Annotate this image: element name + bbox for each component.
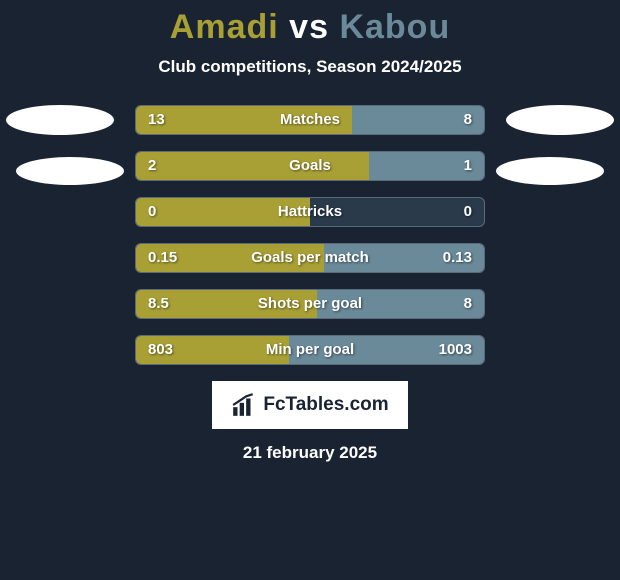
logo-text: FcTables.com: [263, 394, 388, 416]
date-text: 21 february 2025: [0, 443, 620, 463]
stat-label: Goals per match: [136, 244, 484, 272]
comparison-card: Amadi vs Kabou Club competitions, Season…: [0, 0, 620, 463]
subtitle: Club competitions, Season 2024/2025: [0, 57, 620, 77]
player1-badge-top: [6, 105, 114, 135]
player2-badge-bottom: [496, 157, 604, 185]
chart-icon: [231, 392, 257, 418]
stat-row: 8.58Shots per goal: [135, 289, 485, 319]
stat-row: 0.150.13Goals per match: [135, 243, 485, 273]
stat-row: 8031003Min per goal: [135, 335, 485, 365]
player2-name: Kabou: [339, 8, 450, 46]
vs-text: vs: [289, 8, 329, 46]
stat-label: Matches: [136, 106, 484, 134]
stat-label: Min per goal: [136, 336, 484, 364]
stat-label: Shots per goal: [136, 290, 484, 318]
stat-rows: 138Matches 21Goals 00Hattricks 0.150.13Goal…: [135, 105, 485, 365]
stats-area: 138Matches 21Goals 00Hattricks 0.150.13Goal…: [0, 105, 620, 365]
player1-name: Amadi: [170, 8, 279, 46]
player2-badge-top: [506, 105, 614, 135]
stat-label: Goals: [136, 152, 484, 180]
stat-label: Hattricks: [136, 198, 484, 226]
logo-box[interactable]: FcTables.com: [212, 381, 408, 429]
stat-row: 138Matches: [135, 105, 485, 135]
stat-row: 00Hattricks: [135, 197, 485, 227]
stat-row: 21Goals: [135, 151, 485, 181]
player1-badge-bottom: [16, 157, 124, 185]
page-title: Amadi vs Kabou: [0, 8, 620, 47]
